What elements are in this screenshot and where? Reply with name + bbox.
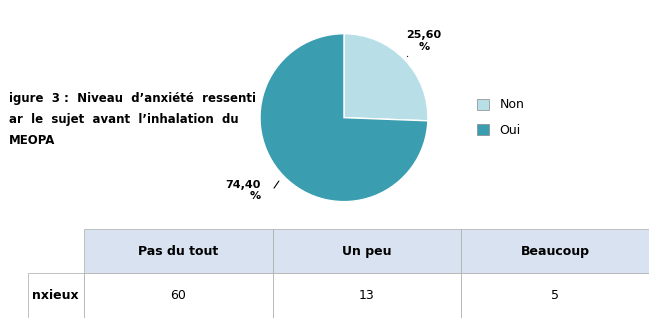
Text: 74,40
%: 74,40 % bbox=[225, 180, 261, 201]
Legend: Non, Oui: Non, Oui bbox=[472, 93, 530, 142]
Text: igure  3 :  Niveau  d’anxiété  ressenti
ar  le  sujet  avant  l’inhalation  du
M: igure 3 : Niveau d’anxiété ressenti ar l… bbox=[9, 93, 256, 148]
Wedge shape bbox=[260, 34, 428, 202]
Wedge shape bbox=[344, 34, 428, 121]
Text: 25,60
%: 25,60 % bbox=[406, 30, 441, 57]
